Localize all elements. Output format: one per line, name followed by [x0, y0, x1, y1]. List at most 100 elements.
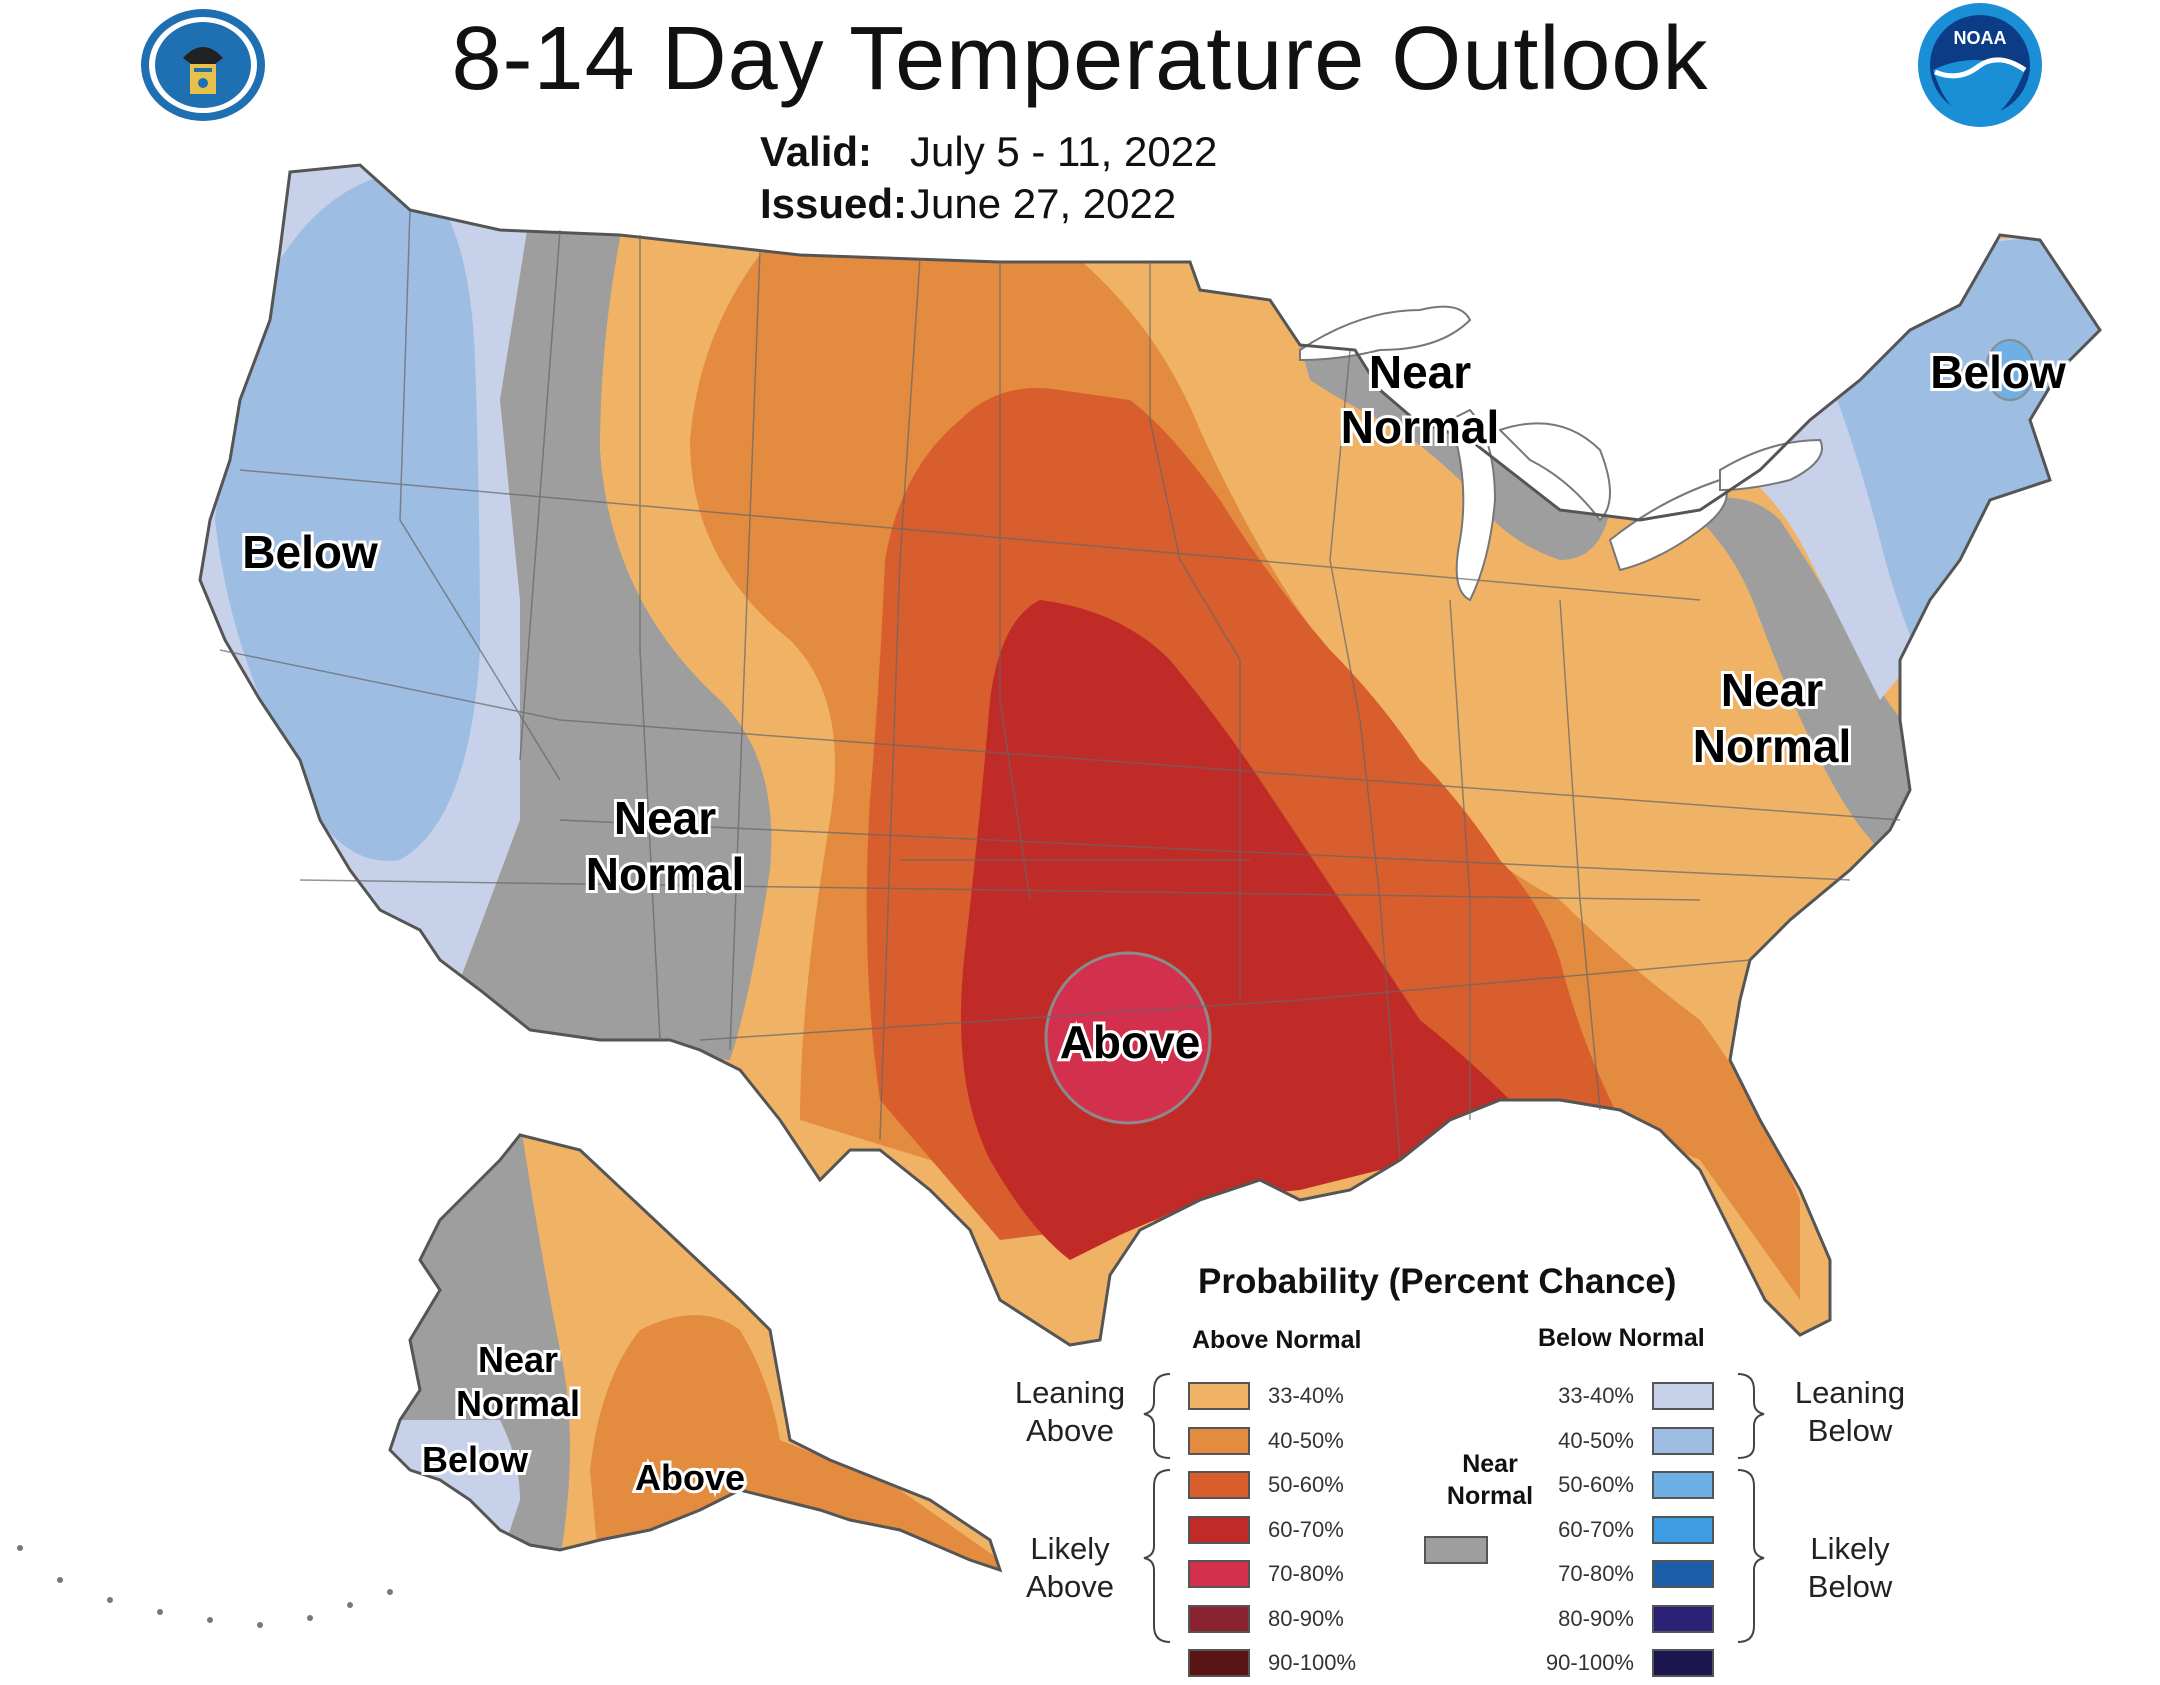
department-of-commerce-seal-icon	[141, 9, 265, 121]
issued-label: Issued:	[760, 180, 908, 227]
legend-below-row: 60-70%	[1534, 1508, 1714, 1552]
legend-near-line-2: Normal	[1446, 1482, 1534, 1510]
legend-title: Probability (Percent Chance)	[1198, 1262, 1677, 1301]
legend-below-range: 50-60%	[1558, 1472, 1634, 1497]
legend-braces-right	[1737, 1373, 1765, 1643]
legend-above-range: 90-100%	[1268, 1650, 1357, 1675]
legend-leaning-above: Leaning Above	[1000, 1374, 1140, 1450]
legend-near-line-1: Near	[1462, 1450, 1518, 1478]
legend-below-range: 70-80%	[1558, 1561, 1634, 1586]
legend-leaning-above-line-1: Leaning	[1014, 1375, 1126, 1410]
legend-above-row: 40-50%	[1188, 1419, 1344, 1463]
legend-below-header: Below Normal	[1538, 1324, 1705, 1352]
page-title: 8-14 Day Temperature Outlook	[451, 9, 1709, 109]
legend-below-range: 80-90%	[1558, 1605, 1634, 1631]
legend-below-range: 60-70%	[1558, 1516, 1634, 1542]
legend-above-row: 60-70%	[1188, 1508, 1344, 1552]
label-alaska-normal: Normal	[456, 1383, 580, 1424]
legend-above-swatch	[1188, 1515, 1250, 1544]
legend-leaning-below-line-1: Leaning	[1794, 1375, 1906, 1410]
label-west-near: Near	[614, 792, 716, 844]
conus-outline	[198, 163, 2102, 1347]
legend-likely-below-line-2: Below	[1807, 1569, 1893, 1604]
aleutian-islands	[17, 1545, 393, 1628]
label-east-near: Near	[1721, 664, 1823, 716]
noaa-text: NOAA	[1954, 28, 2007, 48]
legend-likely-below-line-1: Likely	[1810, 1531, 1890, 1566]
legend-above-row: 80-90%	[1188, 1597, 1344, 1641]
legend-likely-below: Likely Below	[1780, 1530, 1920, 1606]
valid-label: Valid:	[760, 128, 873, 175]
legend-above-header: Above Normal	[1192, 1326, 1362, 1354]
legend-below-row: 40-50%	[1534, 1419, 1714, 1463]
legend-below-row: 33-40%	[1534, 1374, 1714, 1418]
label-alaska-near: Near	[478, 1339, 558, 1380]
legend-below-swatch	[1652, 1515, 1714, 1544]
legend-above-range: 33-40%	[1268, 1383, 1344, 1408]
label-alaska-below: Below	[422, 1439, 529, 1480]
legend-below-row: 80-90%	[1534, 1597, 1714, 1641]
legend-near-header: Near Normal	[1430, 1448, 1550, 1512]
alaska-outline	[388, 1133, 1003, 1573]
legend-above-row: 50-60%	[1188, 1463, 1344, 1507]
legend-above-swatch	[1188, 1426, 1250, 1455]
label-great-lakes-normal: Normal	[1341, 401, 1499, 453]
valid-line: Valid: July 5 - 11, 2022	[760, 126, 1217, 178]
legend-below-row: 90-100%	[1534, 1641, 1714, 1685]
map-zone-near-normal-west	[460, 165, 772, 1060]
label-west-below: Below	[242, 526, 378, 578]
legend-above-swatch	[1188, 1649, 1250, 1677]
label-northeast-below: Below	[1930, 346, 2066, 398]
ak-zone-above-40-50	[590, 1315, 1000, 1570]
legend-leaning-below-line-2: Below	[1807, 1413, 1893, 1448]
legend-above-row: 90-100%	[1188, 1641, 1356, 1685]
map-zone-above-70-80	[1044, 951, 1212, 1125]
label-alaska-above: Above	[635, 1457, 745, 1498]
legend-above-range: 70-80%	[1268, 1561, 1344, 1586]
legend-above-swatch	[1188, 1604, 1250, 1633]
legend-below-swatch	[1652, 1649, 1714, 1677]
legend-below-range: 40-50%	[1558, 1427, 1634, 1453]
legend-below-row: 50-60%	[1534, 1463, 1714, 1507]
legend-braces-left	[1143, 1373, 1171, 1643]
map-zone-below-50-60-northeast	[1985, 339, 2035, 401]
legend-below-swatch	[1652, 1604, 1714, 1633]
legend-above-swatch	[1188, 1471, 1250, 1499]
valid-value: July 5 - 11, 2022	[910, 128, 1218, 175]
legend-near-normal-swatch	[1424, 1536, 1488, 1564]
legend-below-swatch	[1652, 1426, 1714, 1455]
map-zone-below-northeast	[1830, 230, 2100, 680]
label-west-normal: Normal	[586, 848, 744, 900]
great-lakes	[1299, 305, 1823, 602]
label-east-normal: Normal	[1693, 720, 1851, 772]
legend-above-row: 33-40%	[1188, 1374, 1344, 1418]
legend-likely-above: Likely Above	[1000, 1530, 1140, 1606]
legend-below-row: 70-80%	[1534, 1552, 1714, 1596]
map-zone-near-normal-east	[1700, 497, 1920, 850]
legend-above-range: 80-90%	[1268, 1605, 1344, 1631]
legend-leaning-above-line-2: Above	[1026, 1413, 1114, 1448]
legend-likely-above-line-2: Above	[1026, 1569, 1114, 1604]
date-block: Valid: July 5 - 11, 2022 Issued:June 27, …	[760, 126, 1217, 230]
legend-below-swatch	[1652, 1382, 1714, 1410]
legend-below-range: 90-100%	[1545, 1650, 1634, 1675]
state-boundaries	[219, 209, 1901, 1161]
legend-above-range: 40-50%	[1268, 1427, 1344, 1453]
legend-above-range: 50-60%	[1268, 1472, 1344, 1497]
legend-below-swatch	[1652, 1560, 1714, 1588]
legend-above-row: 70-80%	[1188, 1552, 1344, 1596]
legend-likely-above-line-1: Likely	[1030, 1531, 1110, 1566]
legend-below-range: 33-40%	[1558, 1383, 1634, 1408]
issued-line: Issued:June 27, 2022	[760, 178, 1217, 230]
map-zone-near-normal-great-lakes	[1300, 340, 1610, 560]
legend-above-range: 60-70%	[1268, 1516, 1344, 1542]
legend-below-swatch	[1652, 1471, 1714, 1499]
label-great-lakes-near: Near	[1369, 346, 1471, 398]
legend-above-swatch	[1188, 1382, 1250, 1410]
issued-value: June 27, 2022	[910, 180, 1177, 227]
map-zone-below-west	[215, 170, 480, 861]
legend-above-swatch	[1188, 1560, 1250, 1588]
noaa-logo-icon: NOAA	[1918, 3, 2042, 127]
label-above: Above	[1060, 1016, 1201, 1068]
